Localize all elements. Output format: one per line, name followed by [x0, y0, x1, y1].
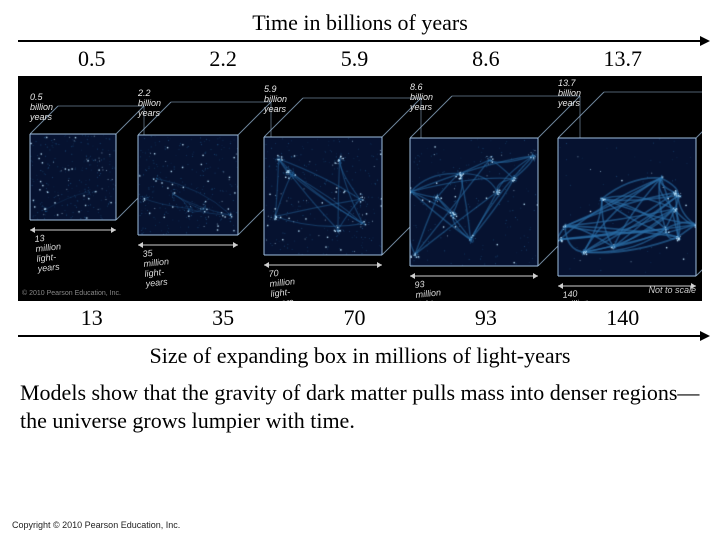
- top-axis: [18, 40, 702, 42]
- size-value: 13: [81, 305, 103, 331]
- time-value: 8.6: [472, 46, 500, 72]
- top-axis-title: Time in billions of years: [18, 10, 702, 36]
- cube-wireframe: [264, 98, 421, 255]
- size-value: 70: [343, 305, 365, 331]
- bottom-axis: [18, 335, 702, 337]
- time-value: 5.9: [341, 46, 369, 72]
- time-value: 2.2: [209, 46, 237, 72]
- cube-wireframe: [30, 106, 144, 220]
- cube-wireframe: [138, 102, 271, 235]
- cube-dimension-caption: 35 million light-years: [142, 246, 172, 288]
- size-value: 93: [475, 305, 497, 331]
- figure-caption: Models show that the gravity of dark mat…: [20, 379, 700, 434]
- cube-dimension-caption: 70 million light-years: [268, 266, 298, 301]
- cube-dimension-caption: 13 million light-years: [34, 231, 64, 273]
- cube-time-caption: 5.9 billion years: [264, 84, 287, 114]
- cube-dimension-caption: 93 million light-years: [414, 277, 444, 301]
- size-value: 35: [212, 305, 234, 331]
- cube-wireframe: [558, 92, 702, 276]
- cube-time-caption: 13.7 billion years: [558, 78, 581, 108]
- size-value: 140: [606, 305, 639, 331]
- cube-time-caption: 2.2 billion years: [138, 88, 161, 118]
- top-axis-line: [18, 40, 702, 42]
- cube-time-caption: 8.6 billion years: [410, 82, 433, 112]
- cube-time-caption: 0.5 billion years: [30, 92, 53, 122]
- time-value: 13.7: [604, 46, 643, 72]
- bottom-axis-title: Size of expanding box in millions of lig…: [18, 343, 702, 369]
- cube-wireframe: [410, 96, 580, 266]
- bottom-value-row: 13 35 70 93 140: [18, 305, 702, 331]
- inner-copyright: © 2010 Pearson Education, Inc.: [22, 290, 121, 297]
- time-value: 0.5: [78, 46, 106, 72]
- cube-dimension-caption: 140 million light-years: [562, 287, 592, 301]
- figure-container: Time in billions of years 0.5 2.2 5.9 8.6 13…: [0, 0, 720, 434]
- bottom-axis-line: [18, 335, 702, 337]
- simulation-strip: © 2010 Pearson Education, Inc. Not to sc…: [18, 76, 702, 301]
- outer-copyright: Copyright © 2010 Pearson Education, Inc.: [12, 520, 180, 530]
- top-value-row: 0.5 2.2 5.9 8.6 13.7: [18, 46, 702, 72]
